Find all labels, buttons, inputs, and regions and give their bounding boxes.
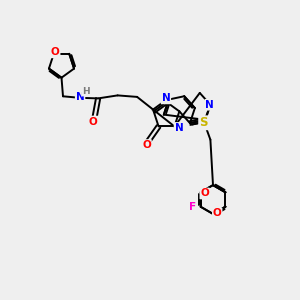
Text: N: N (161, 93, 170, 103)
Text: O: O (213, 208, 222, 218)
Text: N: N (175, 123, 183, 133)
Text: N: N (206, 100, 214, 110)
Text: O: O (200, 188, 209, 199)
Text: H: H (82, 87, 90, 96)
Text: F: F (190, 202, 196, 212)
Text: N: N (76, 92, 85, 102)
Text: O: O (51, 47, 60, 57)
Text: S: S (199, 116, 208, 129)
Text: O: O (142, 140, 151, 150)
Text: O: O (88, 116, 98, 127)
